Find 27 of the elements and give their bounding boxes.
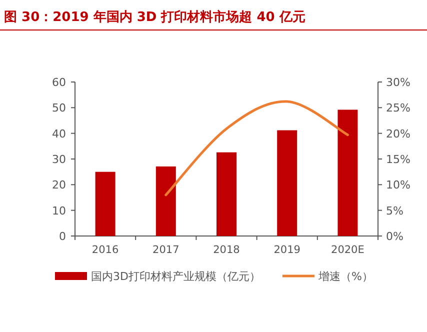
bar <box>156 166 176 236</box>
bar <box>216 152 236 236</box>
y-tick-label: 50 <box>52 102 66 115</box>
x-tick-label: 2019 <box>274 244 300 256</box>
x-tick-label: 2017 <box>152 244 180 256</box>
y-tick-label: 40 <box>52 127 66 140</box>
legend-label: 增速（%） <box>317 270 373 283</box>
bar <box>277 130 298 236</box>
x-tick-label: 2020E <box>331 244 364 256</box>
bar <box>338 110 358 236</box>
y2-tick-label: 25% <box>386 102 410 115</box>
y2-tick-label: 5% <box>386 204 404 218</box>
legend-label: 国内3D打印材料产业规模（亿元） <box>91 270 260 283</box>
y-tick-label: 0 <box>59 230 66 243</box>
y-tick-label: 10 <box>52 204 66 218</box>
y2-tick-label: 30% <box>386 76 410 89</box>
y-tick-label: 20 <box>52 178 66 192</box>
bar <box>95 172 116 236</box>
x-tick-label: 2016 <box>92 244 119 256</box>
y-tick-label: 60 <box>52 76 66 89</box>
x-tick-label: 2018 <box>213 244 240 256</box>
y2-tick-label: 0% <box>386 230 404 243</box>
y2-tick-label: 10% <box>386 178 410 192</box>
title: 图 30：2019 年国内 3D 打印材料市场超 40 亿元 <box>4 10 306 25</box>
y-tick-label: 30 <box>52 153 66 166</box>
y2-tick-label: 15% <box>386 153 410 166</box>
y2-tick-label: 20% <box>386 127 410 140</box>
